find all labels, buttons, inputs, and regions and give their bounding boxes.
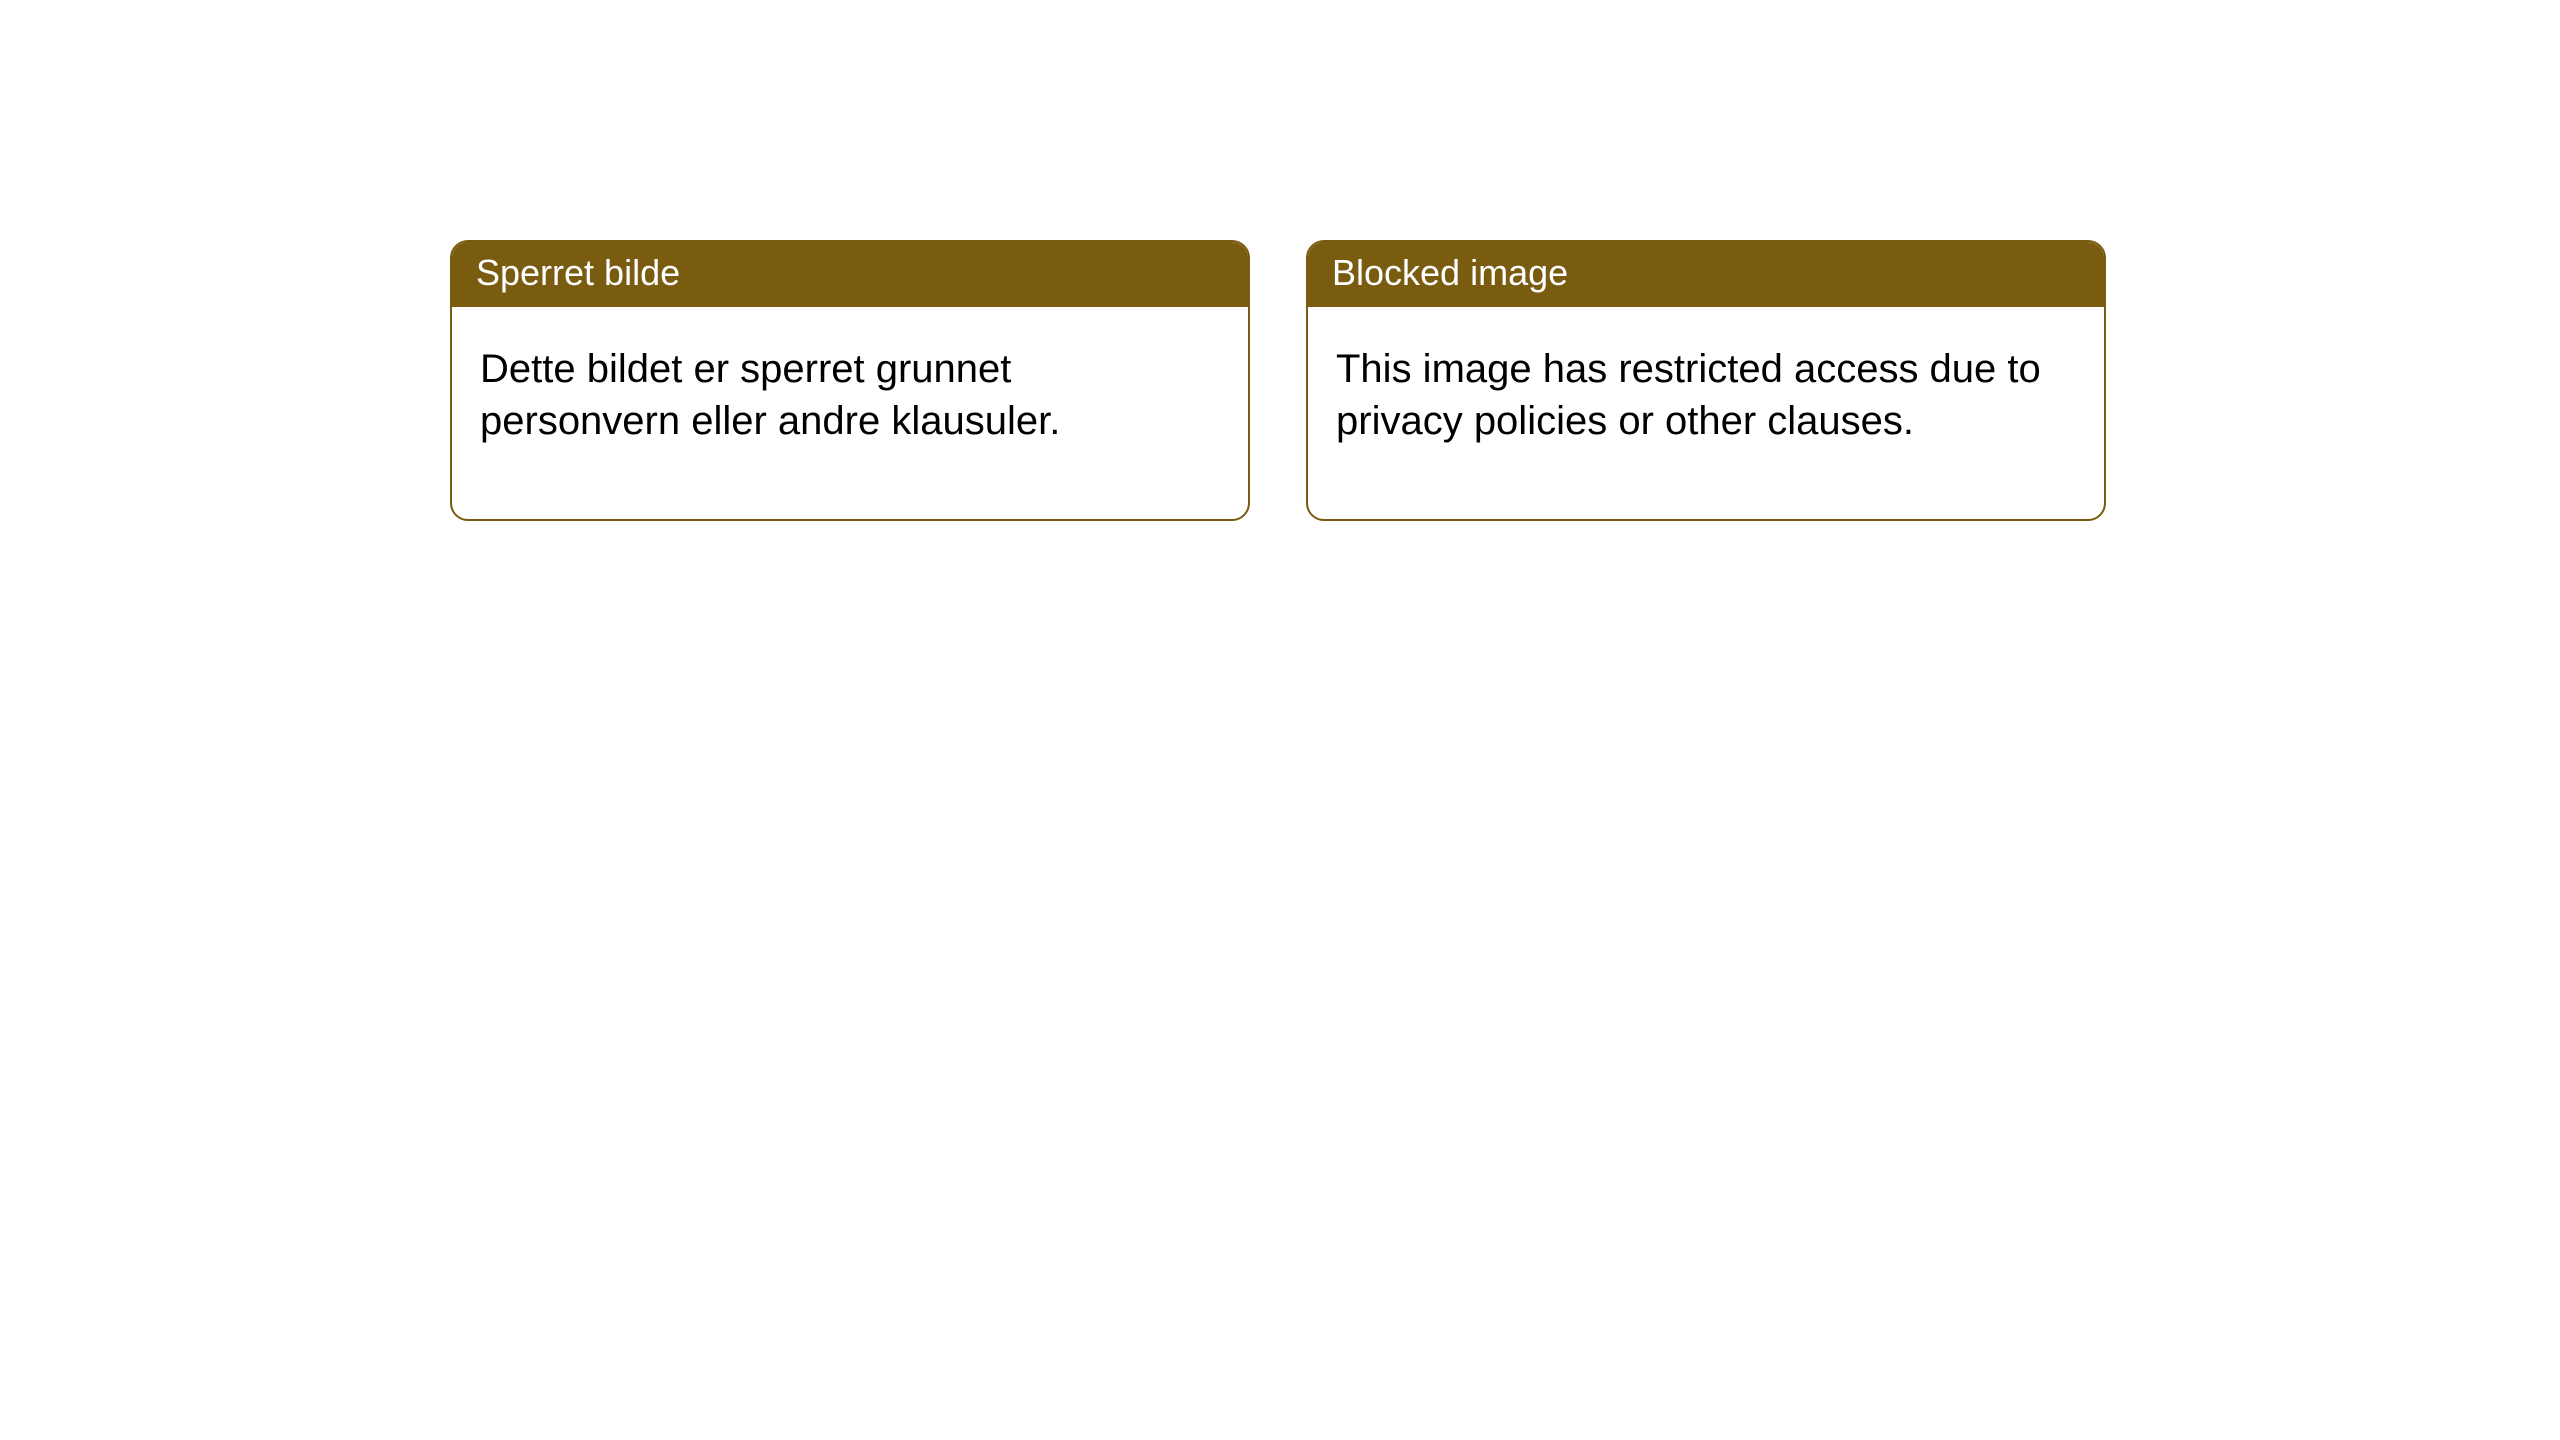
notice-card-english: Blocked image This image has restricted … bbox=[1306, 240, 2106, 521]
notice-container: Sperret bilde Dette bildet er sperret gr… bbox=[0, 0, 2560, 521]
notice-header: Blocked image bbox=[1308, 242, 2104, 307]
notice-body: This image has restricted access due to … bbox=[1308, 307, 2104, 519]
notice-body: Dette bildet er sperret grunnet personve… bbox=[452, 307, 1248, 519]
notice-header: Sperret bilde bbox=[452, 242, 1248, 307]
notice-card-norwegian: Sperret bilde Dette bildet er sperret gr… bbox=[450, 240, 1250, 521]
